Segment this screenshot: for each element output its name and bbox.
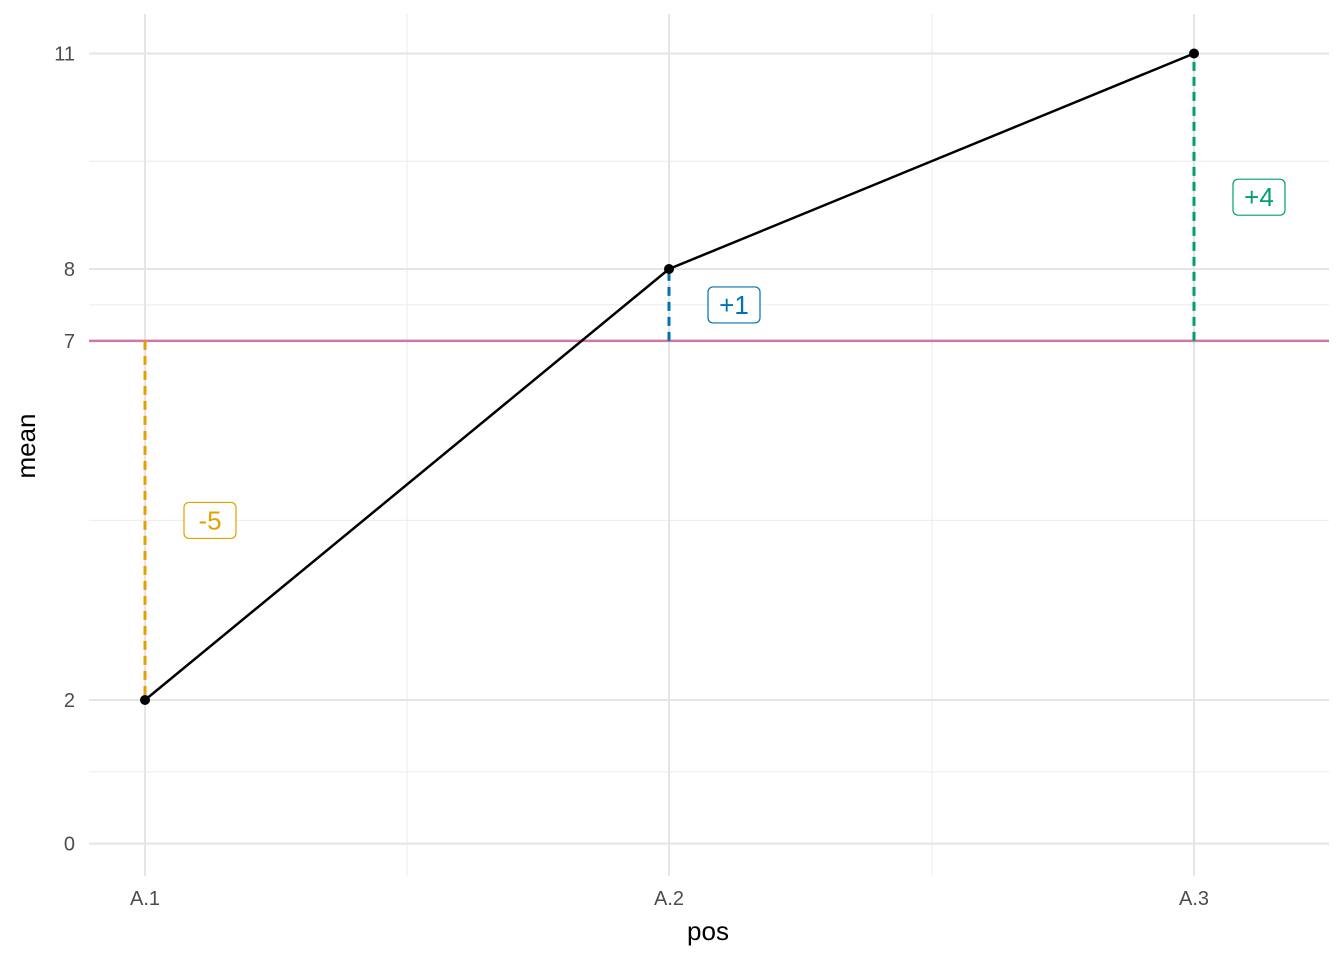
deviation-layer — [143, 53, 1196, 701]
deviation-label-box — [1232, 178, 1286, 216]
deviation-label-box — [707, 286, 761, 324]
x-tick-label: A.1 — [130, 888, 160, 910]
series-layer — [140, 48, 1199, 706]
y-tick-label: 11 — [54, 44, 75, 66]
y-axis-ticks: 0 2 7 8 11 — [54, 44, 75, 856]
grid-major — [89, 14, 1329, 876]
x-axis-title: pos — [687, 916, 729, 946]
deviation-label: +4 — [1244, 182, 1274, 212]
y-tick-label: 2 — [64, 690, 75, 712]
deviation-label: +1 — [719, 290, 749, 320]
y-tick-label: 8 — [64, 259, 75, 281]
deviation-label-box — [183, 501, 237, 540]
y-axis-title: mean — [11, 413, 41, 478]
x-tick-label: A.2 — [654, 888, 684, 910]
y-tick-label: 7 — [64, 331, 75, 353]
y-tick-label: 0 — [64, 834, 75, 856]
x-axis-ticks: A.1 A.2 A.3 — [130, 888, 1209, 910]
data-point — [1189, 48, 1199, 59]
data-point — [664, 264, 674, 275]
grid-minor — [89, 14, 1329, 876]
annotation-layer: -5 +1 +4 — [183, 178, 1286, 540]
data-point — [140, 695, 150, 706]
x-tick-label: A.3 — [1179, 888, 1209, 910]
deviation-label: -5 — [198, 505, 221, 535]
